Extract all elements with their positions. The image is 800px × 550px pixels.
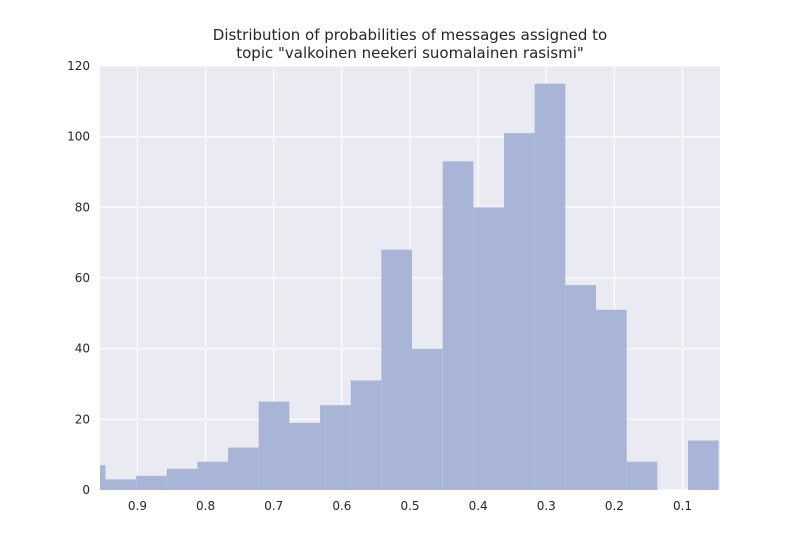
x-tick-label-2: 0.7 xyxy=(264,499,283,513)
histogram-bar-11 xyxy=(412,348,443,490)
histogram-bar-13 xyxy=(473,207,505,491)
x-tick-label-6: 0.3 xyxy=(537,499,556,513)
histogram-bar-0 xyxy=(100,465,106,490)
x-tick-label-1: 0.8 xyxy=(196,499,215,513)
histogram-bar-14 xyxy=(504,133,535,490)
y-tick-label-5: 100 xyxy=(67,130,90,144)
chart-title-line-2: topic "valkoinen neekeri suomalainen ras… xyxy=(236,44,584,62)
chart-title-line-1: Distribution of probabilities of message… xyxy=(213,26,607,44)
x-tick-label-0: 0.9 xyxy=(128,499,147,513)
histogram-bars xyxy=(100,83,719,491)
histogram-bar-16 xyxy=(565,285,596,490)
y-tick-label-6: 120 xyxy=(67,59,90,73)
histogram-bar-17 xyxy=(596,309,627,490)
histogram-bar-3 xyxy=(166,468,198,490)
histogram-bar-7 xyxy=(289,422,321,490)
histogram-bar-2 xyxy=(136,475,167,490)
histogram-bar-15 xyxy=(534,83,566,491)
histogram-bar-5 xyxy=(228,447,259,490)
y-tick-label-0: 0 xyxy=(82,483,90,497)
histogram-bar-8 xyxy=(320,405,351,490)
x-tick-label-3: 0.6 xyxy=(332,499,351,513)
x-tick-label-8: 0.1 xyxy=(673,499,692,513)
histogram-bar-9 xyxy=(350,380,382,490)
histogram-bar-10 xyxy=(381,249,413,490)
y-tick-label-4: 80 xyxy=(75,200,90,214)
histogram-bar-1 xyxy=(105,479,137,490)
x-tick-label-4: 0.5 xyxy=(400,499,419,513)
y-tick-label-2: 40 xyxy=(75,342,90,356)
histogram-bar-20 xyxy=(687,440,719,490)
y-tick-label-3: 60 xyxy=(75,271,90,285)
chart-title: Distribution of probabilities of message… xyxy=(213,26,607,62)
x-axis-ticks: 0.9 0.8 0.7 0.6 0.5 0.4 0.3 0.2 0.1 xyxy=(128,499,692,513)
y-axis-ticks: 0 20 40 60 80 100 120 xyxy=(67,59,90,497)
histogram-bar-12 xyxy=(442,161,474,490)
histogram-bar-18 xyxy=(626,461,658,490)
x-tick-label-5: 0.4 xyxy=(469,499,488,513)
histogram-bar-6 xyxy=(258,401,290,490)
histogram-bar-4 xyxy=(197,461,229,490)
x-tick-label-7: 0.2 xyxy=(605,499,624,513)
y-tick-label-1: 20 xyxy=(75,412,90,426)
